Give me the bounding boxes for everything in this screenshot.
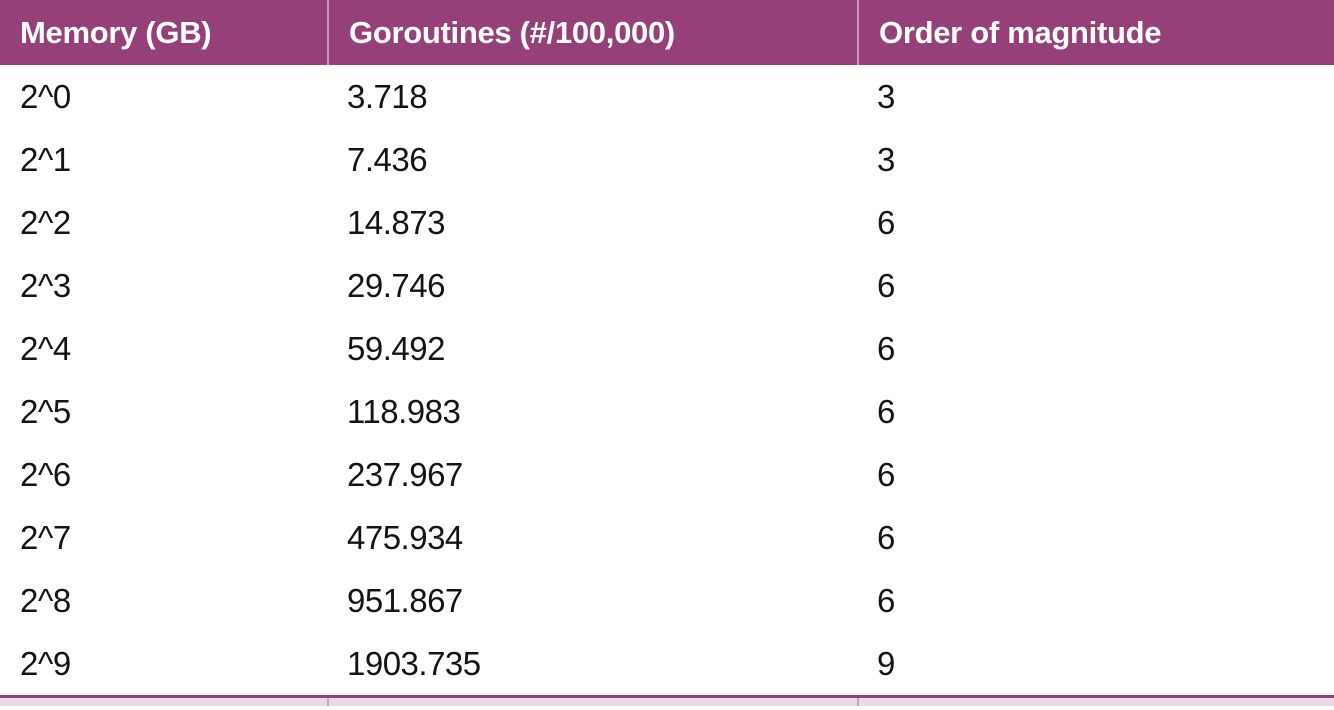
next-row-partial-band <box>0 698 1334 706</box>
cell-memory: 2^8 <box>0 569 327 632</box>
table-row: 2^3 29.746 6 <box>0 254 1334 317</box>
cell-memory: 2^3 <box>0 254 327 317</box>
cell-goroutines: 3.718 <box>327 65 857 128</box>
cell-memory: 2^7 <box>0 506 327 569</box>
cell-memory: 2^0 <box>0 65 327 128</box>
column-header-memory: Memory (GB) <box>0 0 327 65</box>
cell-magnitude: 6 <box>857 317 1334 380</box>
band-cell <box>857 698 1334 706</box>
table-row: 2^5 118.983 6 <box>0 380 1334 443</box>
table-row: 2^4 59.492 6 <box>0 317 1334 380</box>
cell-magnitude: 6 <box>857 380 1334 443</box>
cell-magnitude: 6 <box>857 443 1334 506</box>
table-row: 2^0 3.718 3 <box>0 65 1334 128</box>
cell-goroutines: 118.983 <box>327 380 857 443</box>
cell-magnitude: 9 <box>857 632 1334 695</box>
cell-memory: 2^1 <box>0 128 327 191</box>
table-row: 2^7 475.934 6 <box>0 506 1334 569</box>
cell-magnitude: 3 <box>857 65 1334 128</box>
band-cell <box>327 698 857 706</box>
cell-magnitude: 6 <box>857 254 1334 317</box>
cell-magnitude: 3 <box>857 128 1334 191</box>
table-header: Memory (GB) Goroutines (#/100,000) Order… <box>0 0 1334 65</box>
cell-goroutines: 951.867 <box>327 569 857 632</box>
cell-magnitude: 6 <box>857 191 1334 254</box>
column-header-goroutines: Goroutines (#/100,000) <box>327 0 857 65</box>
table-body: 2^0 3.718 3 2^1 7.436 3 2^2 14.873 6 2^3… <box>0 65 1334 695</box>
header-row: Memory (GB) Goroutines (#/100,000) Order… <box>0 0 1334 65</box>
cell-memory: 2^6 <box>0 443 327 506</box>
table-row: 2^6 237.967 6 <box>0 443 1334 506</box>
cell-goroutines: 7.436 <box>327 128 857 191</box>
table-row: 2^8 951.867 6 <box>0 569 1334 632</box>
cell-memory: 2^9 <box>0 632 327 695</box>
column-header-magnitude: Order of magnitude <box>857 0 1334 65</box>
cell-goroutines: 475.934 <box>327 506 857 569</box>
cell-magnitude: 6 <box>857 506 1334 569</box>
table-row: 2^2 14.873 6 <box>0 191 1334 254</box>
cell-memory: 2^5 <box>0 380 327 443</box>
cell-memory: 2^4 <box>0 317 327 380</box>
cell-goroutines: 237.967 <box>327 443 857 506</box>
cell-goroutines: 1903.735 <box>327 632 857 695</box>
table-row: 2^9 1903.735 9 <box>0 632 1334 695</box>
cell-memory: 2^2 <box>0 191 327 254</box>
cell-goroutines: 14.873 <box>327 191 857 254</box>
band-cell <box>0 698 327 706</box>
cell-goroutines: 59.492 <box>327 317 857 380</box>
cell-goroutines: 29.746 <box>327 254 857 317</box>
table-row: 2^1 7.436 3 <box>0 128 1334 191</box>
cell-magnitude: 6 <box>857 569 1334 632</box>
